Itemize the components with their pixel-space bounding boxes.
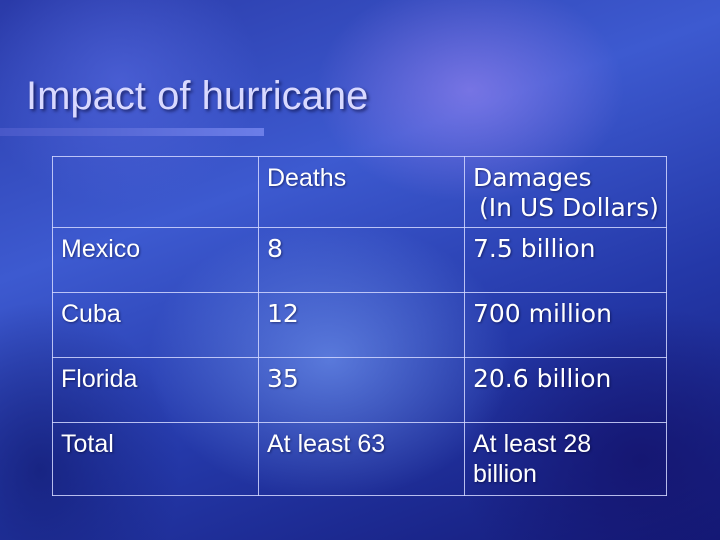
slide-title: Impact of hurricane <box>26 74 369 118</box>
header-deaths: Deaths <box>258 156 465 228</box>
table-row: Cuba 12 700 million <box>52 292 667 358</box>
table-row-total: Total At least 63 At least 28 billion <box>52 422 667 496</box>
hurricane-impact-table: Deaths Damages (In US Dollars) Mexico 8 … <box>52 156 667 496</box>
region-cell: Total <box>52 422 259 496</box>
header-damages-unit: (In US Dollars) <box>479 193 659 222</box>
region-cell: Florida <box>52 357 259 423</box>
title-underline <box>0 128 264 136</box>
region-cell: Mexico <box>52 227 259 293</box>
deaths-cell: 12 <box>258 292 465 358</box>
header-damages-label: Damages <box>473 163 592 192</box>
table-header-row: Deaths Damages (In US Dollars) <box>52 156 667 228</box>
table-row: Mexico 8 7.5 billion <box>52 227 667 293</box>
deaths-cell: 8 <box>258 227 465 293</box>
damages-cell: 20.6 billion <box>464 357 667 423</box>
damages-cell: 7.5 billion <box>464 227 667 293</box>
damages-cell: 700 million <box>464 292 667 358</box>
deaths-cell: At least 63 <box>258 422 465 496</box>
region-cell: Cuba <box>52 292 259 358</box>
table-row: Florida 35 20.6 billion <box>52 357 667 423</box>
header-corner-cell <box>52 156 259 228</box>
damages-cell: At least 28 billion <box>464 422 667 496</box>
header-damages: Damages (In US Dollars) <box>464 156 667 228</box>
deaths-cell: 35 <box>258 357 465 423</box>
